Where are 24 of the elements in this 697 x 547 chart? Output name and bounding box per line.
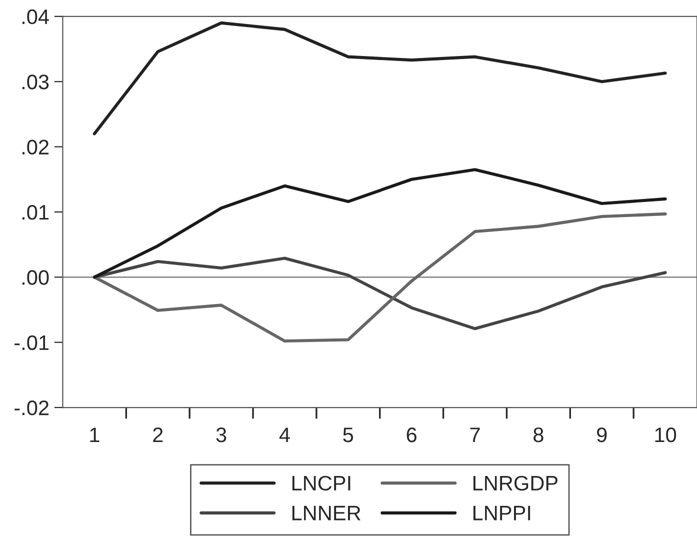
y-tick-label: .04 (22, 9, 49, 24)
y-tick-label: .00 (22, 270, 49, 285)
x-tick-label: 7 (470, 428, 480, 442)
y-tick-label: .02 (22, 140, 48, 155)
x-tick-label: 3 (216, 428, 226, 442)
x-tick-label: 4 (279, 428, 290, 442)
x-tick-label: 2 (153, 428, 163, 442)
x-tick-label: 10 (655, 428, 676, 442)
x-tick-label: 6 (406, 428, 416, 442)
legend-label: LNCPI (292, 476, 350, 491)
legend-label: LNRGDP (473, 476, 558, 491)
x-tick-label: 5 (343, 428, 354, 442)
line-series (92, 212, 667, 343)
y-tick-label: .01 (22, 204, 49, 220)
y-tick-label: -.02 (14, 400, 48, 416)
line-series (92, 168, 667, 279)
line-series (92, 21, 667, 136)
y-tick-label: .03 (22, 74, 49, 90)
legend-label: LNNER (292, 506, 360, 520)
x-tick-label: 9 (597, 428, 607, 442)
y-tick-label: -.01 (14, 335, 49, 350)
x-tick-label: 1 (90, 428, 100, 442)
x-tick-label: 8 (534, 428, 544, 442)
legend-label: LNPPI (473, 506, 530, 520)
